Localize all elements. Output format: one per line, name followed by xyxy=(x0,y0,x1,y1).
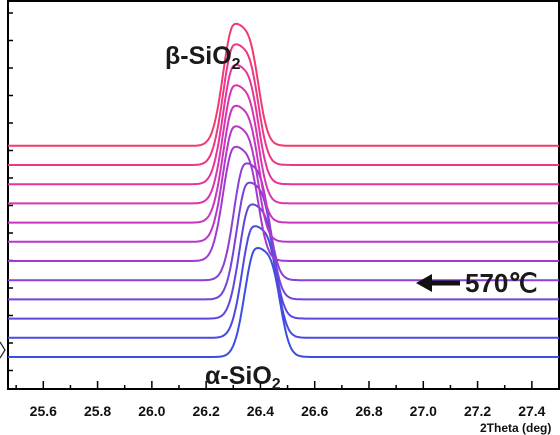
series-line xyxy=(8,247,559,358)
series-group xyxy=(8,22,559,358)
x-tick-label: 27.2 xyxy=(464,403,491,419)
series-line xyxy=(8,104,559,224)
x-tick-label: 26.6 xyxy=(301,403,328,419)
temperature-arrow xyxy=(416,274,460,292)
x-axis-label: 2Theta (deg) xyxy=(480,421,551,435)
x-tick-label: 26.0 xyxy=(138,403,165,419)
x-tick-label: 25.8 xyxy=(84,403,111,419)
series-line xyxy=(8,181,559,301)
bottom-axis-ticks xyxy=(15,381,560,389)
series-line xyxy=(8,22,559,147)
series-line xyxy=(8,43,559,166)
beta-sio2-label: β-SiO2 xyxy=(165,42,241,73)
x-tick-label: 26.2 xyxy=(193,403,220,419)
series-line xyxy=(8,162,559,282)
x-tick-label: 25.6 xyxy=(30,403,57,419)
series-line xyxy=(8,63,559,186)
series-line xyxy=(8,125,559,243)
x-tick-label: 26.8 xyxy=(355,403,382,419)
x-tick-label: 26.4 xyxy=(247,403,274,419)
series-line xyxy=(8,225,559,339)
temperature-label: 570℃ xyxy=(465,268,538,298)
x-tick-label: 27.4 xyxy=(518,403,545,419)
x-tick-labels: 25.6 25.8 26.0 26.2 26.4 26.6 26.8 27.0 27.2 27.4 xyxy=(30,403,546,419)
alpha-sio2-label: α-SiO2 xyxy=(205,362,281,393)
x-tick-label: 27.0 xyxy=(410,403,437,419)
series-line xyxy=(8,84,559,205)
left-axis-ticks xyxy=(8,12,13,372)
series-line xyxy=(8,145,559,262)
series-line xyxy=(8,203,559,320)
clipped-caret-mark xyxy=(0,341,6,359)
plot-frame xyxy=(7,0,560,390)
